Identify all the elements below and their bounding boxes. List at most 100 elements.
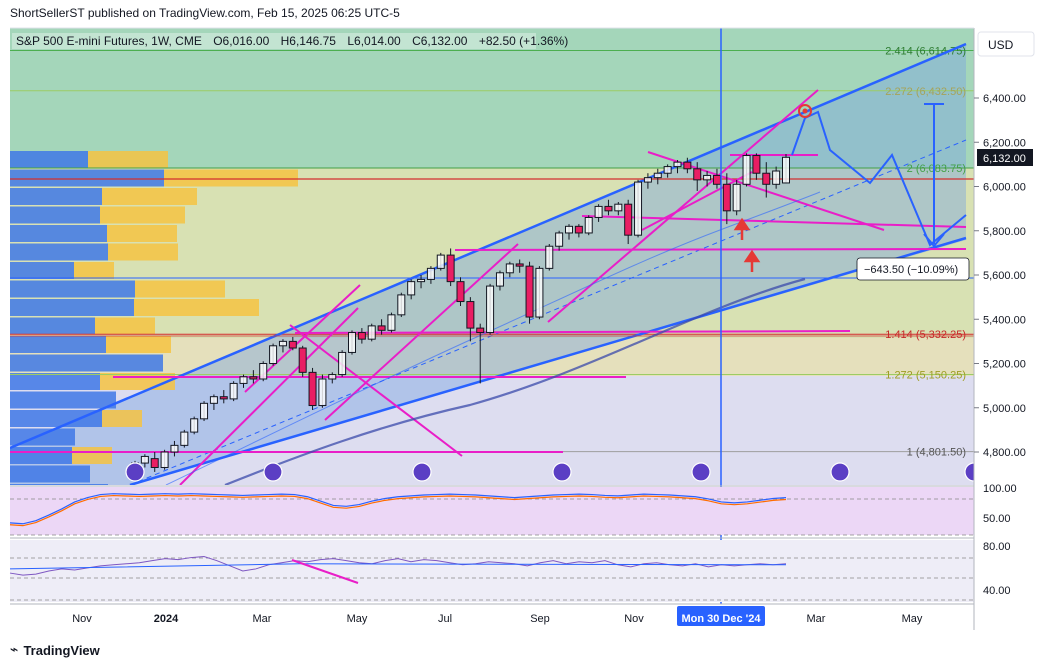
candle-body [219,396,228,400]
volume-profile-bar [102,188,197,205]
candle-body [209,396,218,404]
volume-profile-bar [10,299,134,316]
candle-body [150,458,159,468]
event-icon [552,462,572,482]
candle-body [535,267,544,318]
volume-profile-bar [100,206,185,224]
candle-body [397,294,406,316]
volume-profile-bar [10,169,164,187]
candle-body [348,332,356,353]
candle-body [140,455,149,464]
candle-body [486,285,495,334]
candle-body [624,203,633,236]
event-icon [830,462,850,482]
candle-body [417,278,426,283]
time-cursor-label-bg [677,606,765,626]
fib-level-label: 1.272 (5,150.25) [885,370,966,382]
volume-profile-bar [10,336,106,353]
volume-profile-bar [10,484,108,485]
event-icon [412,462,432,482]
event-icon [964,462,974,482]
candle-body [190,418,199,433]
event-icons[interactable] [125,462,983,482]
fib-level-label: 2.414 (6,614.75) [885,45,966,57]
y-tick-label: 4,800.00 [983,447,1026,459]
volume-profile-bar [10,317,95,335]
candle-body [318,378,327,407]
candle-body [505,263,514,274]
volume-profile-bar [88,151,168,168]
volume-profile-bar [106,336,171,353]
volume-profile-bar [107,225,177,242]
candle-body [752,155,761,174]
volume-profile-bar [135,280,225,298]
candle-body [456,281,465,303]
candle-body [703,174,712,181]
candle-body [377,325,386,331]
current-price-label: 6,132.00 [983,153,1026,165]
volume-profile-bar [134,299,259,316]
candle-body [338,351,347,376]
candle-body [515,263,524,267]
y-tick-label: 6,200.00 [983,137,1026,149]
candle-body [772,170,781,185]
fib-level-label: 1 (4,801.50) [907,447,966,459]
volume-profile-bar [164,169,298,187]
candle-body [683,161,692,170]
candle-body [229,382,238,400]
candle-body [170,444,179,453]
candle-body [160,451,169,468]
x-tick-label: Mon 30 Dec '24 [681,613,761,625]
candle-body [555,232,564,247]
candle-body [446,254,455,283]
oscillator-1-line-k [9,493,787,525]
volume-profile-bar [108,243,178,261]
y-tick-label: 5,200.00 [983,359,1026,371]
fib-lines: 2.414 (6,614.75) 2.272 (6,432.50) 2 (6,083… [10,45,974,459]
candle-body [239,376,248,384]
x-tick-label: Jul [438,613,452,625]
candle-body [200,402,209,420]
legend-symbol: S&P 500 E-mini Futures, 1W, CME [16,34,202,48]
candle-body [732,183,741,212]
oscillator-axis-label: 80.00 [983,541,1011,553]
candle-body [614,203,623,212]
x-tick-label: Nov [72,613,92,625]
volume-profile-bar [95,317,155,335]
oscillator-1 [9,493,787,527]
candle-body [574,225,583,234]
candle-body [565,225,573,234]
candle-body [742,155,751,185]
candle-body [278,340,287,347]
currency-label[interactable]: USD [988,38,1014,52]
publisher-header: ShortSellerST published on TradingView.c… [10,6,400,20]
y-tick-label: 5,800.00 [983,226,1026,238]
oscillator-axis-label: 50.00 [983,513,1011,525]
candle-body [643,177,652,183]
volume-profile-bar [74,262,114,279]
candle-body [328,374,337,380]
x-tick-label: May [347,613,368,625]
y-tick-label: 6,000.00 [983,182,1026,194]
candle-body [722,183,731,212]
oscillator-axis-label: 40.00 [983,585,1011,597]
volume-profile-bar [10,206,100,224]
measure-label: −643.50 (−10.09%) [864,264,958,276]
volume-profile-bar [10,447,72,464]
volume-profile-bar [10,225,107,242]
candle-body [407,281,416,296]
y-tick-label: 5,400.00 [983,314,1026,326]
volume-profile-bar [10,188,102,205]
tradingview-logo[interactable]: ⌁ TradingView [10,642,100,658]
volume-profile [10,151,298,485]
y-tick-label: 6,400.00 [983,93,1026,105]
x-tick-label: Mar [807,613,826,625]
candle-body [762,172,771,185]
footer-brand: TradingView [23,642,100,658]
candle-body [298,347,307,373]
oscillator-1-line-d [9,494,787,527]
x-tick-label: Sep [530,613,550,625]
candle-body [387,314,396,331]
price-axis: 6,400.00 6,200.00 6,000.00 5,800.00 5,600.00… [974,93,1026,459]
